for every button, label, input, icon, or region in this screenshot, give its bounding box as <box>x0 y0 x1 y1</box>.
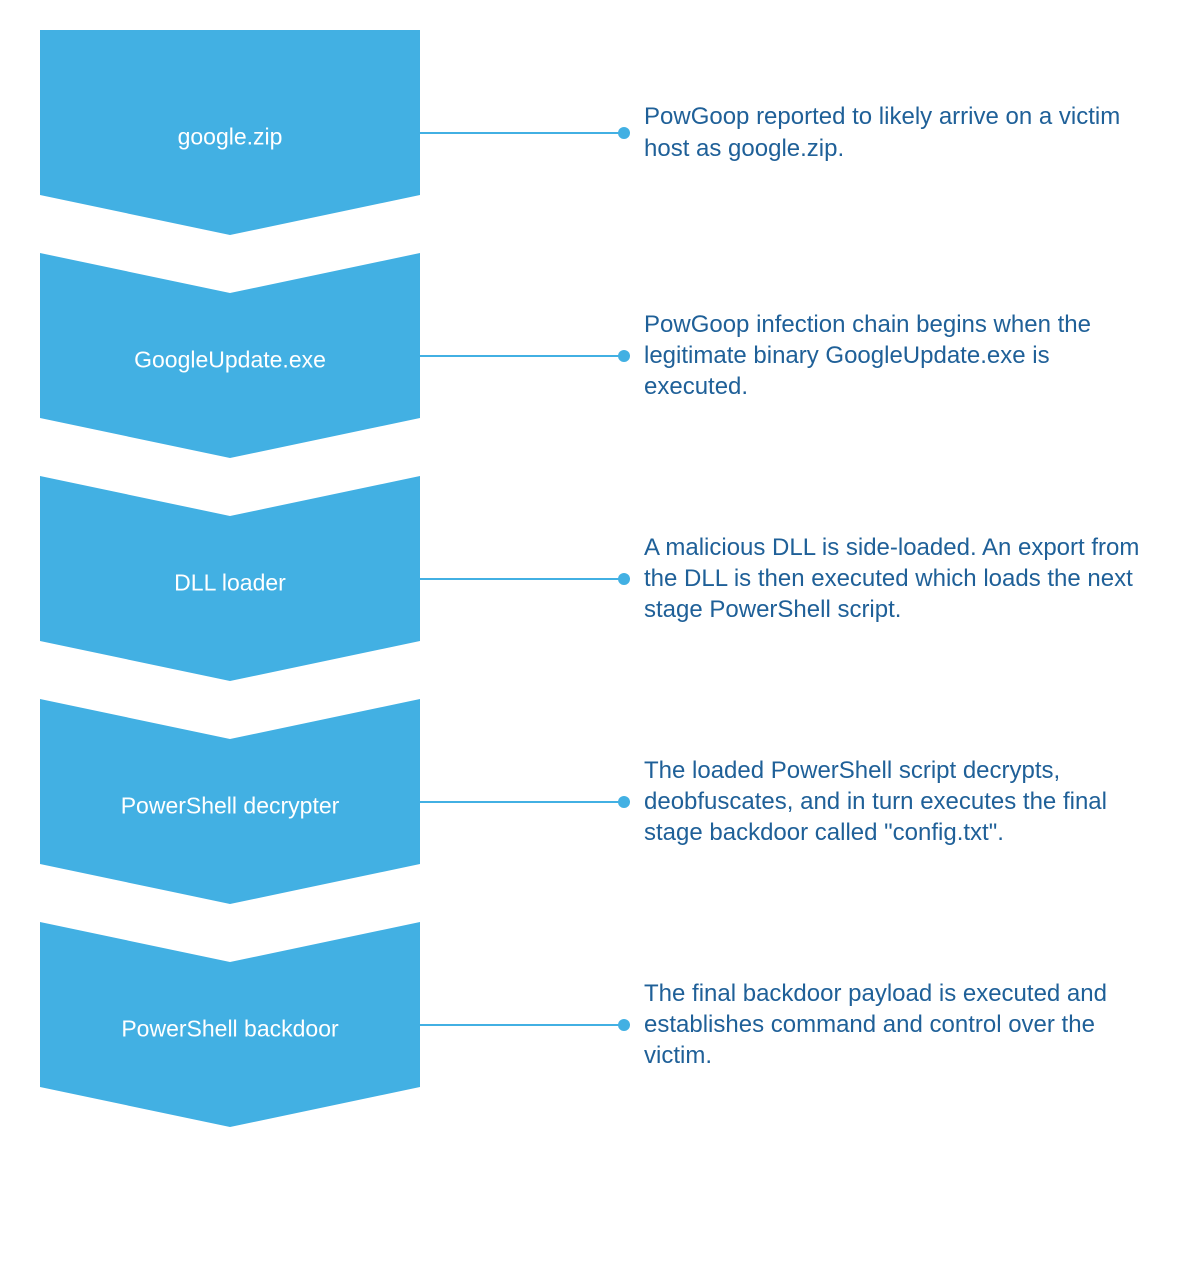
step-label: PowerShell backdoor <box>121 1015 338 1042</box>
step-description: PowGoop reported to likely arrive on a v… <box>644 101 1153 163</box>
flow-step: PowerShell decrypter The loaded PowerShe… <box>40 699 1153 904</box>
connector-dot <box>618 796 630 808</box>
chevron-node: google.zip <box>40 30 420 235</box>
infection-chain-flow: google.zip PowGoop reported to likely ar… <box>40 30 1153 1127</box>
chevron-node: PowerShell decrypter <box>40 699 420 904</box>
flow-step: google.zip PowGoop reported to likely ar… <box>40 30 1153 235</box>
chevron-node: DLL loader <box>40 476 420 681</box>
connector-dot <box>618 127 630 139</box>
step-description: The final backdoor payload is executed a… <box>644 978 1153 1072</box>
flow-step: GoogleUpdate.exe PowGoop infection chain… <box>40 253 1153 458</box>
step-description: PowGoop infection chain begins when the … <box>644 309 1153 403</box>
connector-line <box>420 355 620 357</box>
chevron-node: PowerShell backdoor <box>40 922 420 1127</box>
connector-dot <box>618 573 630 585</box>
flow-step: DLL loader A malicious DLL is side-loade… <box>40 476 1153 681</box>
step-description: A malicious DLL is side-loaded. An expor… <box>644 532 1153 626</box>
step-label: PowerShell decrypter <box>121 792 340 819</box>
step-label: google.zip <box>178 123 283 150</box>
flow-step: PowerShell backdoor The final backdoor p… <box>40 922 1153 1127</box>
step-label: GoogleUpdate.exe <box>134 346 326 373</box>
step-label: DLL loader <box>174 569 286 596</box>
chevron-node: GoogleUpdate.exe <box>40 253 420 458</box>
connector-line <box>420 132 620 134</box>
connector-line <box>420 1024 620 1026</box>
connector-dot <box>618 1019 630 1031</box>
connector-line <box>420 578 620 580</box>
connector-dot <box>618 350 630 362</box>
step-description: The loaded PowerShell script decrypts, d… <box>644 755 1153 849</box>
connector-line <box>420 801 620 803</box>
